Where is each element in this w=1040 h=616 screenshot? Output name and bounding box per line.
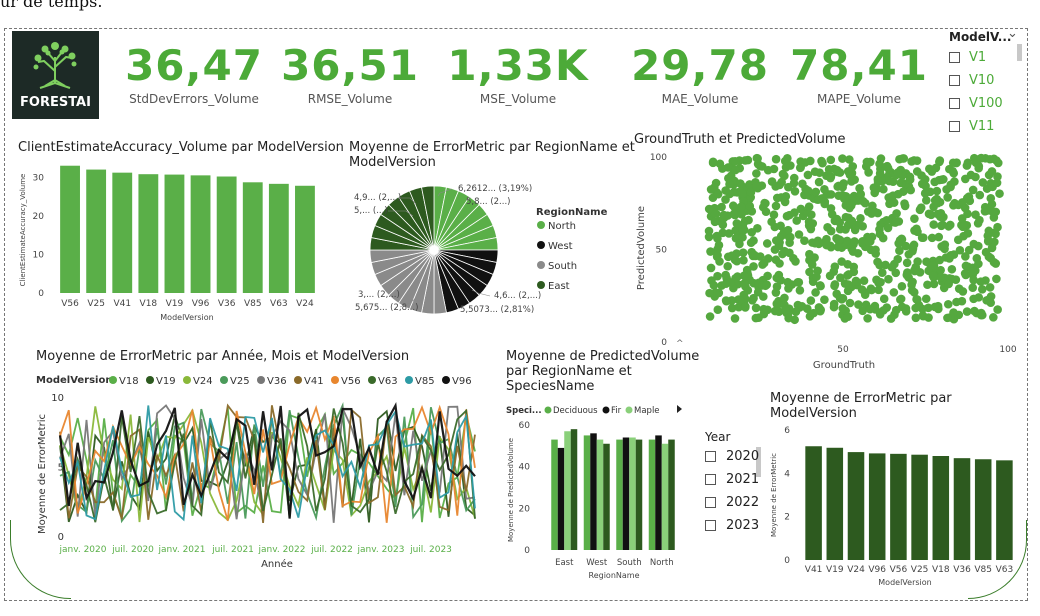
slicer-item-label: V11 xyxy=(969,119,995,134)
checkbox[interactable] xyxy=(705,520,716,531)
kpi-value: 36,47 xyxy=(125,41,263,90)
kpi-rmse[interactable]: 36,51 RMSE_Volume xyxy=(275,41,425,107)
year-label: 2022 xyxy=(726,495,760,510)
slicer-item-v11[interactable]: V11 xyxy=(949,119,994,134)
slicer-item-v100[interactable]: V100 xyxy=(949,96,1003,111)
errbar-title-line: ModelVersion xyxy=(770,406,857,421)
pie-title-line: ModelVersion xyxy=(349,155,436,170)
checkbox[interactable] xyxy=(949,75,960,86)
kpi-value: 1,33K xyxy=(447,41,589,90)
kpi-label: MAPE_Volume xyxy=(816,92,901,106)
model-slicer-header: ModelV... xyxy=(949,30,1012,44)
checkbox[interactable] xyxy=(705,497,716,508)
grouped-title-line: Moyenne de PredictedVolume xyxy=(506,349,700,364)
kpi-mae[interactable]: 29,78 MAE_Volume xyxy=(625,41,775,107)
grouped-title-line: SpeciesName xyxy=(506,379,595,394)
year-slicer-scrollbar[interactable] xyxy=(756,447,761,477)
year-label: 2023 xyxy=(726,518,760,533)
year-label: 2021 xyxy=(726,472,760,487)
checkbox[interactable] xyxy=(949,98,960,109)
kpi-label: MSE_Volume xyxy=(479,92,557,106)
year-slicer-header: Year xyxy=(705,430,731,444)
forestai-logo: FORESTAI xyxy=(12,31,99,119)
grouped-chart-title: Moyenne de PredictedVolume par RegionNam… xyxy=(506,349,699,394)
slicer-item-v10[interactable]: V10 xyxy=(949,73,994,88)
pie-title-line: Moyenne de ErrorMetric par RegionName et xyxy=(349,140,635,155)
scatter-chart-title: GroundTruth et PredictedVolume xyxy=(634,132,846,147)
chevron-down-icon[interactable]: ⌄ xyxy=(1007,26,1018,41)
kpi-label: RMSE_Volume xyxy=(307,92,393,106)
tree-icon xyxy=(33,42,77,89)
year-item-2023[interactable]: 2023 xyxy=(705,518,759,533)
errbar-title-line: Moyenne de ErrorMetric par xyxy=(770,391,952,406)
slicer-item-label: V10 xyxy=(969,73,995,88)
year-item-2021[interactable]: 2021 xyxy=(705,472,759,487)
checkbox[interactable] xyxy=(705,451,716,462)
dashboard-frame xyxy=(4,28,1028,601)
kpi-stddev[interactable]: 36,47 StdDevErrors_Volume xyxy=(119,41,269,107)
slicer-item-label: V1 xyxy=(969,50,987,65)
logo-brand-text: FORESTAI xyxy=(20,95,91,110)
checkbox[interactable] xyxy=(949,52,960,63)
truncated-text: ur de temps. xyxy=(0,0,103,11)
accuracy-chart-title: ClientEstimateAccuracy_Volume par ModelV… xyxy=(18,140,344,155)
kpi-label: StdDevErrors_Volume xyxy=(129,92,259,106)
year-item-2020[interactable]: 2020 xyxy=(705,449,759,464)
line-chart-title: Moyenne de ErrorMetric par Année, Mois e… xyxy=(36,349,410,364)
year-item-2022[interactable]: 2022 xyxy=(705,495,759,510)
kpi-mape[interactable]: 78,41 MAPE_Volume xyxy=(784,41,934,107)
kpi-value: 36,51 xyxy=(281,41,419,90)
kpi-value: 29,78 xyxy=(631,41,769,90)
checkbox[interactable] xyxy=(949,121,960,132)
checkbox[interactable] xyxy=(705,474,716,485)
kpi-label: MAE_Volume xyxy=(661,92,739,106)
slicer-scrollbar[interactable] xyxy=(1017,44,1022,61)
kpi-value: 78,41 xyxy=(790,41,928,90)
grouped-title-line: par RegionName et xyxy=(506,364,632,379)
slicer-item-v1[interactable]: V1 xyxy=(949,50,986,65)
year-label: 2020 xyxy=(726,449,760,464)
pie-chart-title: Moyenne de ErrorMetric par RegionName et… xyxy=(349,140,635,170)
slicer-item-label: V100 xyxy=(969,96,1003,111)
kpi-mse[interactable]: 1,33K MSE_Volume xyxy=(443,41,593,107)
errbar-chart-title: Moyenne de ErrorMetric par ModelVersion xyxy=(770,391,952,421)
